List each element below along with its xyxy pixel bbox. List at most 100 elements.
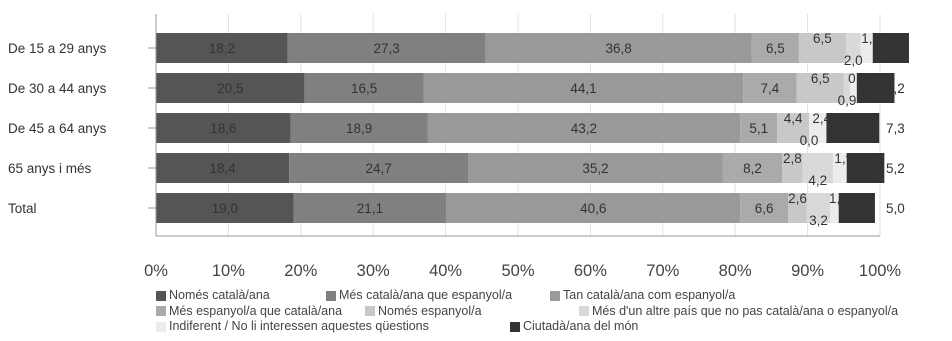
data-label: 8,2	[743, 161, 762, 176]
bar-segment	[156, 33, 288, 63]
legend-swatch	[326, 290, 336, 301]
data-label: 20,5	[217, 81, 243, 96]
data-label: 2,0	[844, 53, 863, 68]
chart-legend: Només català/ana Més català/ana que espan…	[156, 288, 952, 335]
legend-item: Indiferent / No li interessen aquestes q…	[156, 319, 429, 335]
bar-segment	[423, 73, 744, 103]
data-label: 0,0	[800, 133, 819, 148]
bar-segment	[304, 73, 424, 103]
legend-item: Més espanyol/a que català/ana	[156, 304, 342, 320]
legend-swatch	[156, 290, 166, 301]
bar-segment	[802, 153, 833, 183]
x-tick-label: 80%	[719, 262, 752, 280]
data-label: 16,5	[351, 81, 377, 96]
data-label: 0,9	[848, 71, 867, 86]
bar-segment	[860, 33, 873, 63]
bar-segment	[845, 33, 861, 63]
data-label: 6,5	[811, 71, 830, 86]
data-label: 1,2	[829, 191, 848, 206]
data-label: 6,6	[755, 201, 774, 216]
category-label: De 30 a 44 anys	[8, 81, 107, 96]
data-label: 7,4	[761, 81, 780, 96]
bar-segment	[830, 193, 839, 223]
data-label: 1,9	[834, 151, 853, 166]
bar-segment	[856, 73, 895, 103]
bar-segment	[843, 73, 851, 103]
bar-segment	[740, 113, 778, 143]
x-tick-label: 90%	[791, 262, 824, 280]
x-tick-label: 60%	[574, 262, 607, 280]
data-label: 18,4	[209, 161, 236, 176]
category-label: Total	[8, 201, 37, 216]
bar-segment	[796, 73, 844, 103]
x-tick-label: 0%	[144, 262, 168, 280]
legend-item: Ciutadà/ana del món	[510, 319, 638, 335]
legend-swatch	[510, 321, 520, 332]
data-label: 7,3	[886, 121, 905, 136]
legend-swatch	[156, 321, 166, 332]
bar-segment	[290, 113, 428, 143]
data-label: 1,7	[861, 31, 880, 46]
bar-segment	[722, 153, 783, 183]
category-label: De 45 a 64 anys	[8, 121, 107, 136]
bar-segment	[846, 153, 885, 183]
data-label: 18,6	[210, 121, 236, 136]
bar-segment	[788, 193, 807, 223]
legend-label: Més d'un altre país que no pas català/an…	[592, 303, 899, 318]
data-label: 21,1	[357, 201, 383, 216]
legend-label: Més català/ana que espanyol/a	[339, 288, 513, 302]
data-label: 4,4	[784, 111, 803, 126]
bar-segment	[156, 193, 294, 223]
bar-segment	[872, 33, 909, 63]
legend-item: Només espanyol/a	[365, 304, 482, 320]
bar-segment	[740, 193, 789, 223]
legend-label: Només català/ana	[169, 288, 270, 302]
x-tick-label: 30%	[357, 262, 390, 280]
data-label: 27,3	[373, 41, 399, 56]
bar-segment	[156, 73, 305, 103]
x-tick-label: 50%	[501, 262, 534, 280]
legend-item: Més català/ana que espanyol/a	[326, 288, 512, 304]
bar-segment	[427, 113, 741, 143]
legend-label: Ciutadà/ana del món	[523, 319, 639, 333]
legend-row: Només català/ana Més català/ana que espan…	[156, 288, 952, 304]
legend-label: Tan català/ana com espanyol/a	[563, 288, 736, 302]
legend-row: Més espanyol/a que català/ana Només espan…	[156, 304, 952, 320]
data-label: 0,9	[838, 93, 857, 108]
bar-segment	[826, 113, 880, 143]
bar-segment	[832, 153, 847, 183]
data-label: 18,2	[209, 41, 235, 56]
data-label: 24,7	[365, 161, 391, 176]
data-label: 5,1	[749, 121, 768, 136]
x-tick-label: 100%	[859, 262, 902, 280]
data-label: 6,5	[766, 41, 785, 56]
data-label: 5,2	[886, 161, 905, 176]
bar-segment	[809, 113, 827, 143]
bar-segment	[293, 193, 447, 223]
data-label: 35,2	[582, 161, 608, 176]
x-tick-label: 10%	[212, 262, 245, 280]
x-tick-label: 70%	[646, 262, 679, 280]
bar-segment	[156, 153, 290, 183]
legend-item: Més d'un altre país que no pas català/an…	[579, 304, 898, 320]
bar-segment	[468, 153, 723, 183]
data-label: 19,0	[212, 201, 238, 216]
data-label: 18,9	[346, 121, 372, 136]
data-label: 2,8	[783, 151, 802, 166]
stacked-bar-chart: 0% 10% 20% 30% 40% 50% 60% 70% 80% 90% 100% De 15 a…	[8, 14, 909, 280]
data-label: 6,5	[813, 31, 832, 46]
data-label: 40,6	[580, 201, 606, 216]
bar-segment	[838, 193, 875, 223]
data-label: 2,6	[788, 191, 807, 206]
category-label: 65 anys i més	[8, 161, 92, 176]
bar-segment	[751, 33, 799, 63]
bar-segment	[777, 113, 810, 143]
data-label: 5,0	[886, 201, 905, 216]
bar-segment	[850, 73, 857, 103]
bar-segment	[782, 153, 803, 183]
bar-segment	[289, 153, 469, 183]
legend-swatch	[365, 306, 375, 317]
legend-label: Indiferent / No li interessen aquestes q…	[169, 319, 429, 333]
bar-segment	[798, 33, 846, 63]
x-tick-label: 20%	[284, 262, 317, 280]
